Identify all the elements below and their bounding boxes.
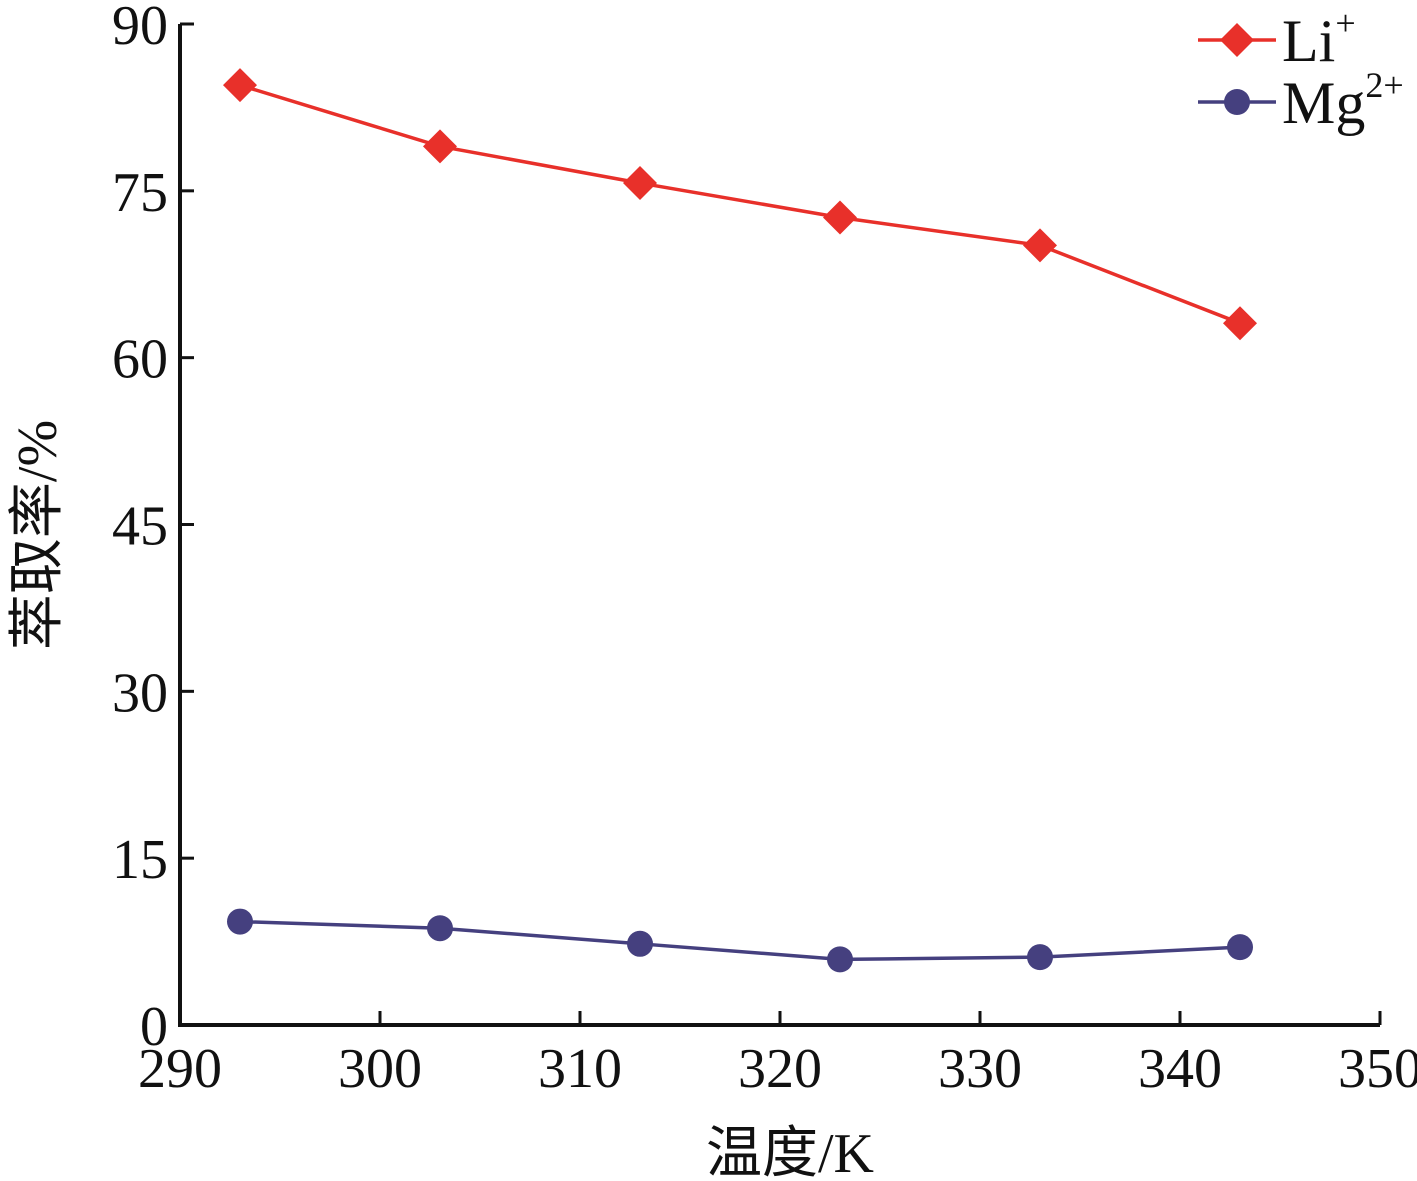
y-tick-label: 45 <box>112 496 168 558</box>
y-tick-label: 75 <box>112 162 168 224</box>
data-point-0-4 <box>1023 228 1057 263</box>
x-tick-label: 300 <box>338 1038 422 1100</box>
data-point-1-5 <box>1227 934 1253 961</box>
series-line-0 <box>239 83 1241 325</box>
data-point-0-3 <box>823 200 857 235</box>
legend: Li+Mg2+ <box>1198 3 1404 136</box>
data-point-1-2 <box>627 930 653 957</box>
axes <box>178 24 1380 1027</box>
legend-marker-1 <box>1224 89 1250 115</box>
data-point-1-0 <box>227 908 253 935</box>
y-axis-title: 萃取率/% <box>7 420 69 650</box>
data-point-1-1 <box>427 915 453 942</box>
ticks: 290 300 310 320 330 340 350 0 15 30 45 60 75 90 <box>112 0 1417 1100</box>
data-point-0-0 <box>223 68 257 103</box>
series-line-1 <box>239 919 1241 962</box>
y-tick-label: 15 <box>112 829 168 891</box>
x-tick-label: 290 <box>138 1038 222 1100</box>
y-tick-label: 60 <box>112 329 168 391</box>
data-point-1-3 <box>827 946 853 973</box>
y-tick-label: 30 <box>112 662 168 724</box>
y-tick-label: 0 <box>140 996 168 1058</box>
y-tick-label: 90 <box>112 0 168 57</box>
data-point-0-1 <box>423 129 457 164</box>
legend-label-0: Li+ <box>1282 3 1356 74</box>
data-point-0-5 <box>1223 306 1257 341</box>
x-tick-label: 350 <box>1338 1038 1417 1100</box>
legend-marker-0 <box>1220 23 1254 57</box>
data-point-0-2 <box>623 166 657 201</box>
x-tick-label: 310 <box>538 1038 622 1100</box>
x-tick-label: 320 <box>738 1038 822 1100</box>
x-axis-title: 温度/K <box>706 1123 874 1181</box>
x-tick-label: 340 <box>1138 1038 1222 1100</box>
series-layer <box>223 68 1257 973</box>
x-tick-label: 330 <box>938 1038 1022 1100</box>
legend-label-1: Mg2+ <box>1282 65 1404 136</box>
data-point-1-4 <box>1027 944 1053 971</box>
